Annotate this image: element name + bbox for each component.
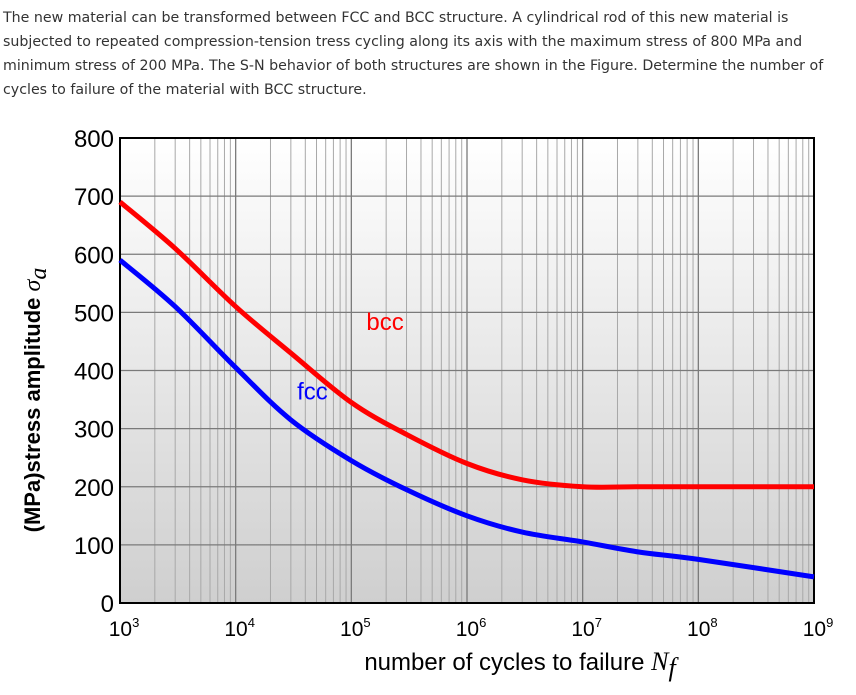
x-tick-label: 109 <box>803 615 834 641</box>
series-labels: bcc fcc <box>297 309 404 406</box>
x-tick-labels: 103 104 105 106 107 108 109 <box>109 615 834 641</box>
y-axis-subscript: a <box>26 268 52 280</box>
x-axis-label-prefix: number of cycles to failure <box>364 649 651 676</box>
y-tick-label: 100 <box>74 533 114 560</box>
y-tick-labels: 0 100 200 300 400 500 600 700 800 <box>74 126 114 618</box>
y-tick-label: 700 <box>74 184 114 211</box>
series-bcc-line <box>118 200 814 490</box>
y-axis-label: (MPa)stress amplitude σa <box>20 268 52 533</box>
series-lines <box>118 200 815 580</box>
question-text: The new material can be transformed betw… <box>3 10 824 98</box>
y-tick-label: 200 <box>74 475 114 502</box>
y-tick-label: 400 <box>74 359 114 386</box>
x-tick-label: 104 <box>224 615 255 641</box>
y-axis-symbol: σ <box>20 279 46 292</box>
y-tick-label: 800 <box>74 126 114 153</box>
series-bcc-label: bcc <box>366 309 403 336</box>
x-axis-subscript: f <box>668 653 679 682</box>
y-axis-label-prefix: (MPa)stress amplitude <box>20 292 45 533</box>
x-tick-label: 103 <box>109 615 140 641</box>
x-tick-label: 106 <box>456 615 487 641</box>
x-tick-label: 107 <box>571 615 602 641</box>
series-fcc-label: fcc <box>297 379 328 406</box>
y-tick-label: 500 <box>74 300 114 327</box>
x-axis-symbol: N <box>650 647 670 676</box>
x-tick-label: 105 <box>340 615 371 641</box>
y-tick-label: 300 <box>74 417 114 444</box>
grid-lines <box>120 137 814 604</box>
y-tick-label: 0 <box>101 591 114 618</box>
y-tick-label: 600 <box>74 242 114 269</box>
plot-frame <box>119 137 815 604</box>
series-fcc-line <box>118 258 815 580</box>
x-tick-label: 108 <box>687 615 718 641</box>
x-axis-label: number of cycles to failure Nf <box>364 647 679 682</box>
